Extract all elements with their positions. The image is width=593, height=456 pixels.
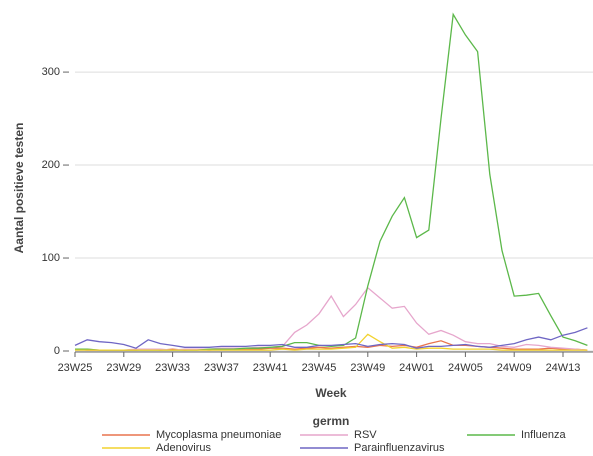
x-tick-label: 24W09 — [497, 362, 532, 374]
legend-label: Influenza — [521, 429, 567, 441]
y-tick-label: 100 — [42, 252, 60, 264]
x-tick-label: 23W49 — [350, 362, 385, 374]
x-tick-label: 24W13 — [546, 362, 581, 374]
x-tick-label: 23W29 — [106, 362, 141, 374]
series-line — [75, 286, 588, 351]
y-tick-label: 200 — [42, 159, 60, 171]
y-tick-label: 0 — [54, 345, 60, 357]
legend-label: Adenovirus — [156, 442, 212, 454]
x-tick-label: 23W41 — [253, 362, 288, 374]
x-tick-label: 23W45 — [302, 362, 337, 374]
legend-title: germn — [313, 414, 350, 428]
series-line — [75, 12, 588, 351]
legend-label: RSV — [354, 429, 377, 441]
legend-label: Mycoplasma pneumoniae — [156, 429, 281, 441]
x-tick-label: 24W05 — [448, 362, 483, 374]
x-axis-title: Week — [315, 386, 346, 400]
series-line — [75, 333, 588, 351]
x-tick-label: 23W33 — [155, 362, 190, 374]
series-line — [74, 327, 588, 349]
legend-label: Parainfluenzavirus — [354, 442, 445, 454]
x-tick-label: 23W37 — [204, 362, 239, 374]
x-tick-label: 23W25 — [58, 362, 93, 374]
y-axis-title: Aantal positieve testen — [12, 123, 26, 254]
y-tick-label: 300 — [42, 66, 60, 78]
x-tick-label: 24W01 — [399, 362, 434, 374]
